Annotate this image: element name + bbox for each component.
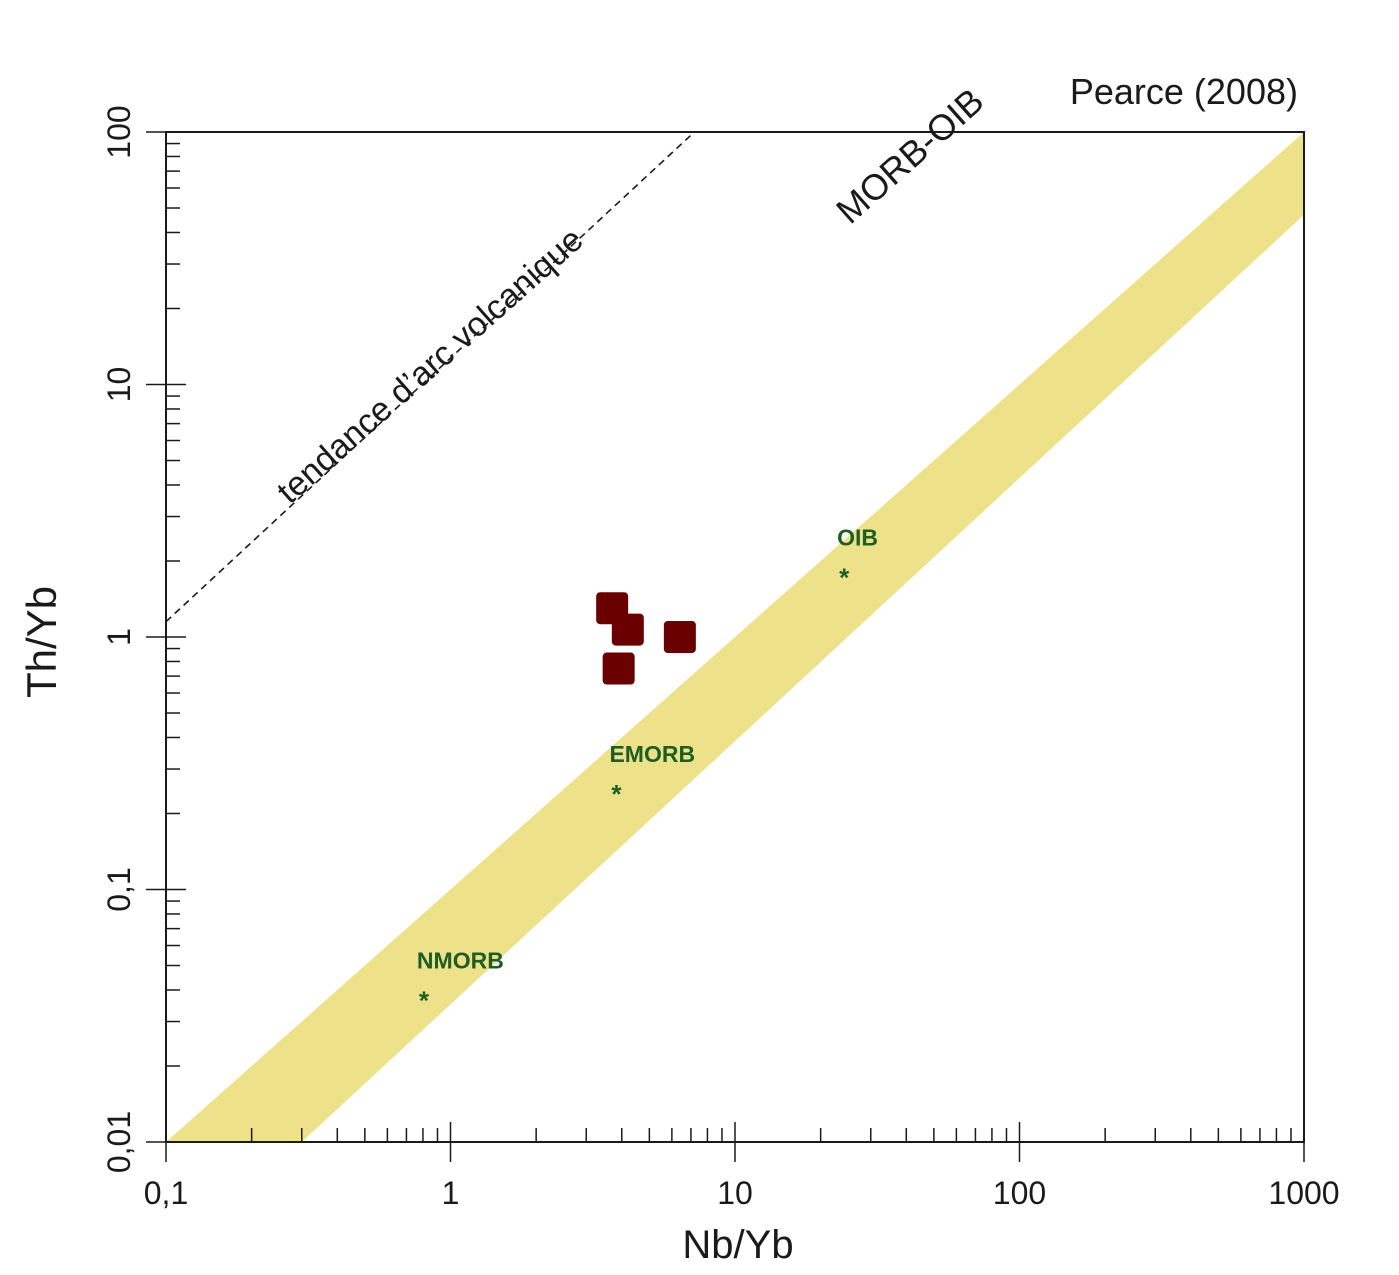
x-tick-label: 0,1 [144, 1175, 188, 1211]
morb-oib-array-band [166, 132, 1304, 1142]
reference-marker-oib: * [839, 563, 850, 593]
sample-point-2 [611, 613, 644, 646]
reference-label-nmorb: NMORB [417, 948, 504, 974]
y-tick-label: 0,1 [101, 867, 137, 911]
sample-point-3 [663, 621, 696, 653]
y-tick-label: 100 [101, 105, 137, 158]
x-axis-title: Nb/Yb [682, 1223, 793, 1267]
y-tick-label: 10 [101, 367, 137, 403]
axis-labels-layer: Pearce (2008) Nb/Yb Th/Yb [18, 71, 1298, 1267]
reference-label-emorb: EMORB [609, 741, 695, 767]
reference-marker-emorb: * [611, 779, 622, 809]
source-label: Pearce (2008) [1070, 71, 1298, 112]
arc-trend-layer: tendance d’arc volcanique [165, 131, 695, 623]
x-tick-label: 1000 [1268, 1175, 1339, 1211]
reference-marker-nmorb: * [419, 986, 430, 1016]
plot-regions: MORB-OIB [166, 80, 1304, 1142]
x-tick-label: 1 [442, 1175, 460, 1211]
x-tick-label: 10 [717, 1175, 753, 1211]
reference-label-oib: OIB [837, 525, 878, 551]
morb-oib-label: MORB-OIB [828, 80, 991, 231]
sample-point-4 [602, 652, 635, 685]
y-axis-title: Th/Yb [18, 586, 65, 698]
arc-trend-label: tendance d’arc volcanique [270, 220, 591, 511]
y-tick-label: 1 [101, 628, 137, 646]
data-points-layer: * NMORB * EMORB * OIB [417, 525, 878, 1016]
arc-trend-line [165, 131, 695, 623]
x-tick-label: 100 [993, 1175, 1046, 1211]
y-tick-label: 0,01 [101, 1111, 137, 1173]
